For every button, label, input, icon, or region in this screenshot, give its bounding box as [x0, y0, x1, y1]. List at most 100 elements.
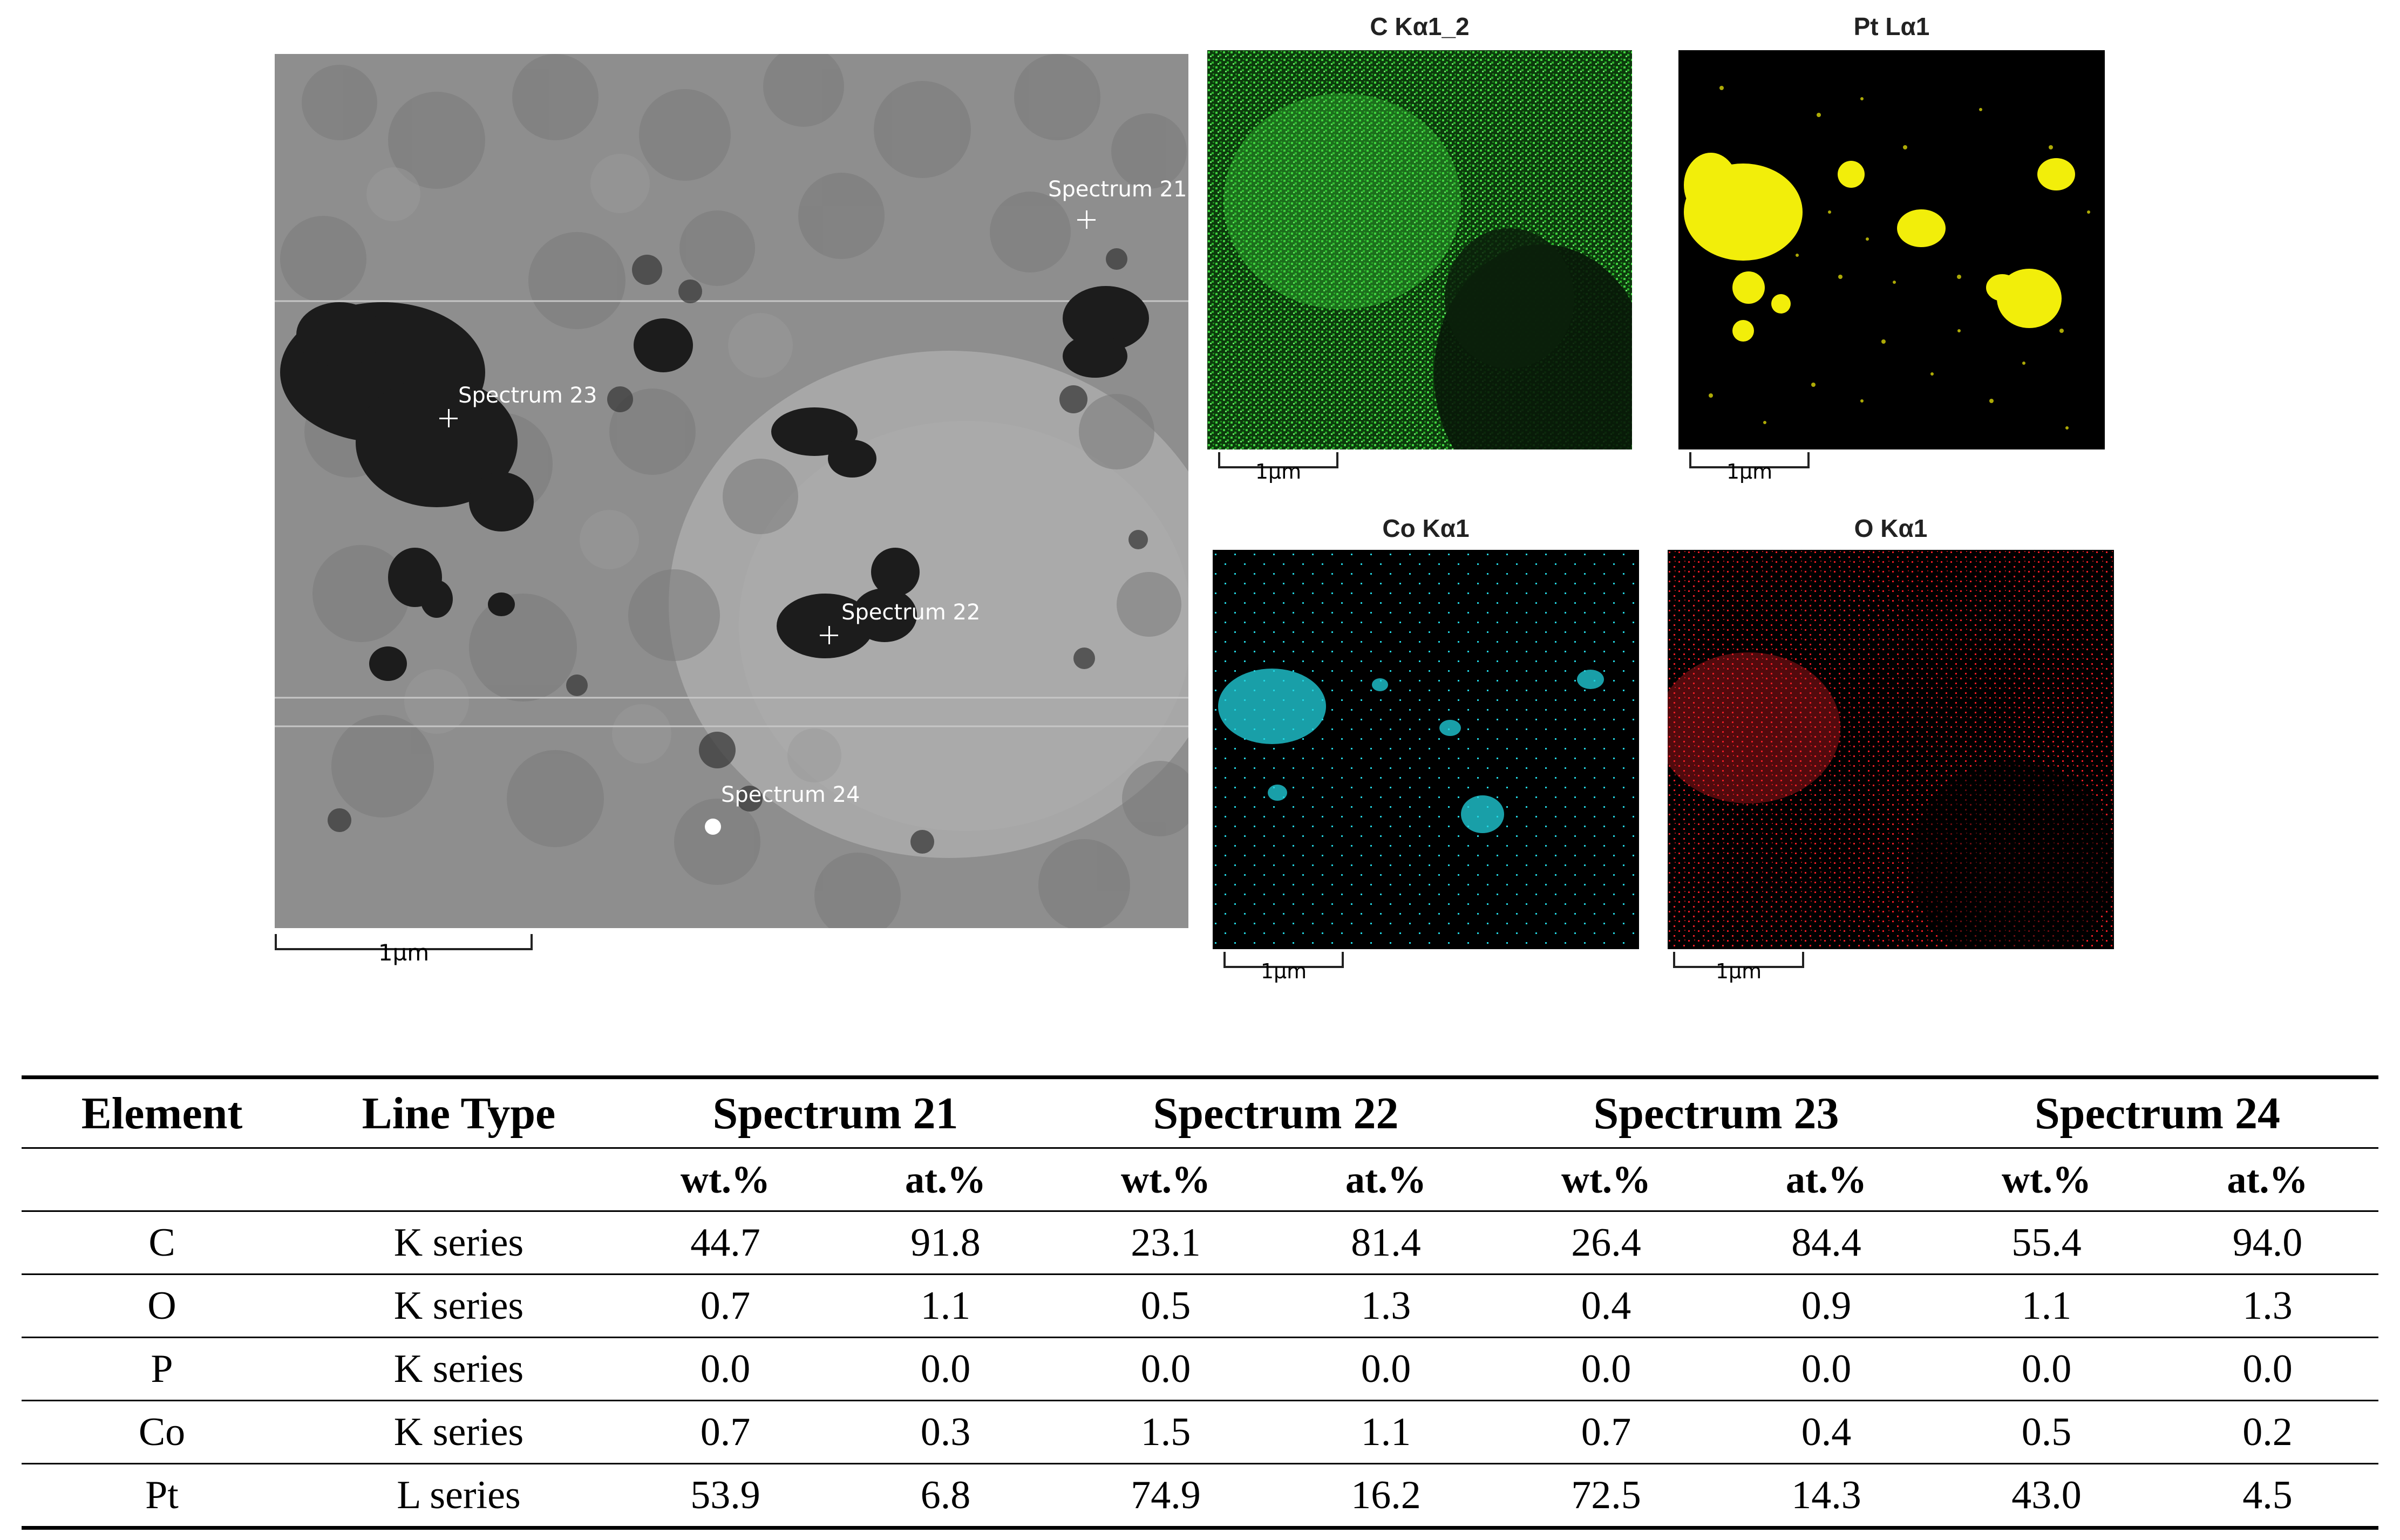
header-element: Element	[22, 1075, 302, 1149]
spectrum-21-marker	[1077, 210, 1096, 229]
cell-element: Pt	[22, 1463, 302, 1530]
cell-wt-percent: 0.5	[1056, 1274, 1276, 1338]
pt-map-scale-label: 1µm	[1726, 460, 1773, 483]
cell-at-percent: 0.4	[1716, 1400, 1936, 1464]
header-spectrum-23: Spectrum 23	[1496, 1075, 1936, 1149]
spectrum-24-label: Spectrum 24	[721, 782, 860, 807]
cell-at-percent: 16.2	[1276, 1463, 1496, 1530]
tem-scale-bar	[275, 934, 533, 950]
subheader-wt: wt.%	[1496, 1148, 1716, 1212]
c-map-scale-bar	[1218, 452, 1338, 468]
cell-at-percent: 1.3	[2157, 1274, 2378, 1338]
cell-at-percent: 84.4	[1716, 1211, 1936, 1275]
spectrum-21-label: Spectrum 21	[1048, 177, 1187, 202]
cell-wt-percent: 1.1	[1936, 1274, 2157, 1338]
cell-wt-percent: 0.0	[615, 1337, 835, 1401]
cell-wt-percent: 0.5	[1936, 1400, 2157, 1464]
table-header-row: Element Line Type Spectrum 21 Spectrum 2…	[22, 1075, 2378, 1149]
o-map-image	[1668, 550, 2114, 949]
cell-at-percent: 1.1	[835, 1274, 1056, 1338]
cell-wt-percent: 55.4	[1936, 1211, 2157, 1275]
cell-at-percent: 0.0	[1276, 1337, 1496, 1401]
cell-line-type: K series	[302, 1274, 615, 1338]
composition-table: Element Line Type Spectrum 21 Spectrum 2…	[22, 1075, 2378, 1530]
tem-scale-label: 1µm	[378, 939, 430, 966]
cell-line-type: K series	[302, 1211, 615, 1275]
header-spectrum-22: Spectrum 22	[1056, 1075, 1496, 1149]
cell-wt-percent: 0.0	[1936, 1337, 2157, 1401]
co-map-image	[1213, 550, 1639, 949]
cell-at-percent: 0.9	[1716, 1274, 1936, 1338]
cell-element: C	[22, 1211, 302, 1275]
o-map-title: O Kα1	[1854, 514, 1928, 542]
pt-map-scale-bar	[1689, 452, 1810, 468]
cell-at-percent: 94.0	[2157, 1211, 2378, 1275]
o-k-map	[1668, 550, 2114, 949]
cell-wt-percent: 74.9	[1056, 1463, 1276, 1530]
cell-wt-percent: 23.1	[1056, 1211, 1276, 1275]
cell-at-percent: 81.4	[1276, 1211, 1496, 1275]
header-spectrum-24: Spectrum 24	[1936, 1075, 2378, 1149]
subheader-wt: wt.%	[615, 1148, 835, 1212]
cell-wt-percent: 0.7	[615, 1274, 835, 1338]
cell-wt-percent: 26.4	[1496, 1211, 1716, 1275]
table-row: Pt L series 53.9 6.8 74.9 16.2 72.5 14.3 43.0 4.5	[22, 1463, 2378, 1530]
c-map-scale-label: 1µm	[1255, 460, 1302, 483]
cell-element: Co	[22, 1400, 302, 1464]
subheader-at: at.%	[1716, 1148, 1936, 1212]
subheader-at: at.%	[2157, 1148, 2378, 1212]
pt-l-map	[1678, 50, 2105, 449]
co-map-scale-label: 1µm	[1260, 959, 1307, 983]
cell-at-percent: 6.8	[835, 1463, 1056, 1530]
spectrum-22-marker	[820, 626, 838, 644]
cell-at-percent: 0.3	[835, 1400, 1056, 1464]
cell-element: P	[22, 1337, 302, 1401]
co-map-title: Co Kα1	[1382, 514, 1470, 542]
cell-at-percent: 0.2	[2157, 1400, 2378, 1464]
o-map-scale-bar	[1673, 952, 1804, 968]
cell-wt-percent: 72.5	[1496, 1463, 1716, 1530]
cell-wt-percent: 44.7	[615, 1211, 835, 1275]
cell-element: O	[22, 1274, 302, 1338]
cell-wt-percent: 0.7	[1496, 1400, 1716, 1464]
cell-at-percent: 0.0	[1716, 1337, 1936, 1401]
cell-line-type: L series	[302, 1463, 615, 1530]
spectrum-22-label: Spectrum 22	[841, 600, 981, 625]
cell-line-type: K series	[302, 1337, 615, 1401]
table-row: Co K series 0.7 0.3 1.5 1.1 0.7 0.4 0.5 0.2	[22, 1400, 2378, 1464]
subheader-wt: wt.%	[1056, 1148, 1276, 1212]
cell-at-percent: 0.0	[2157, 1337, 2378, 1401]
header-line-type: Line Type	[302, 1075, 615, 1149]
micrograph-texture	[275, 54, 1188, 928]
cell-wt-percent: 0.0	[1056, 1337, 1276, 1401]
pt-map-title: Pt Lα1	[1853, 12, 1930, 40]
tem-micrograph: Spectrum 21 Spectrum 23 Spectrum 22 Spec…	[275, 54, 1188, 928]
cell-at-percent: 14.3	[1716, 1463, 1936, 1530]
subheader-wt: wt.%	[1936, 1148, 2157, 1212]
c-map-image	[1207, 50, 1632, 449]
co-map-scale-bar	[1223, 952, 1344, 968]
cell-at-percent: 1.1	[1276, 1400, 1496, 1464]
subheader-at: at.%	[835, 1148, 1056, 1212]
cell-wt-percent: 1.5	[1056, 1400, 1276, 1464]
cell-wt-percent: 0.4	[1496, 1274, 1716, 1338]
subheader-at: at.%	[1276, 1148, 1496, 1212]
cell-at-percent: 91.8	[835, 1211, 1056, 1275]
header-spectrum-21: Spectrum 21	[615, 1075, 1056, 1149]
table-subheader-row: wt.% at.% wt.% at.% wt.% at.% wt.% at.%	[22, 1148, 2378, 1212]
cell-wt-percent: 53.9	[615, 1463, 835, 1530]
cell-at-percent: 4.5	[2157, 1463, 2378, 1530]
cell-at-percent: 0.0	[835, 1337, 1056, 1401]
subheader-blank	[22, 1148, 302, 1212]
c-k-map	[1207, 50, 1632, 449]
cell-wt-percent: 0.0	[1496, 1337, 1716, 1401]
subheader-blank	[302, 1148, 615, 1212]
o-map-scale-label: 1µm	[1715, 959, 1762, 983]
cell-line-type: K series	[302, 1400, 615, 1464]
cell-wt-percent: 0.7	[615, 1400, 835, 1464]
c-map-title: C Kα1_2	[1370, 12, 1470, 40]
cell-wt-percent: 43.0	[1936, 1463, 2157, 1530]
